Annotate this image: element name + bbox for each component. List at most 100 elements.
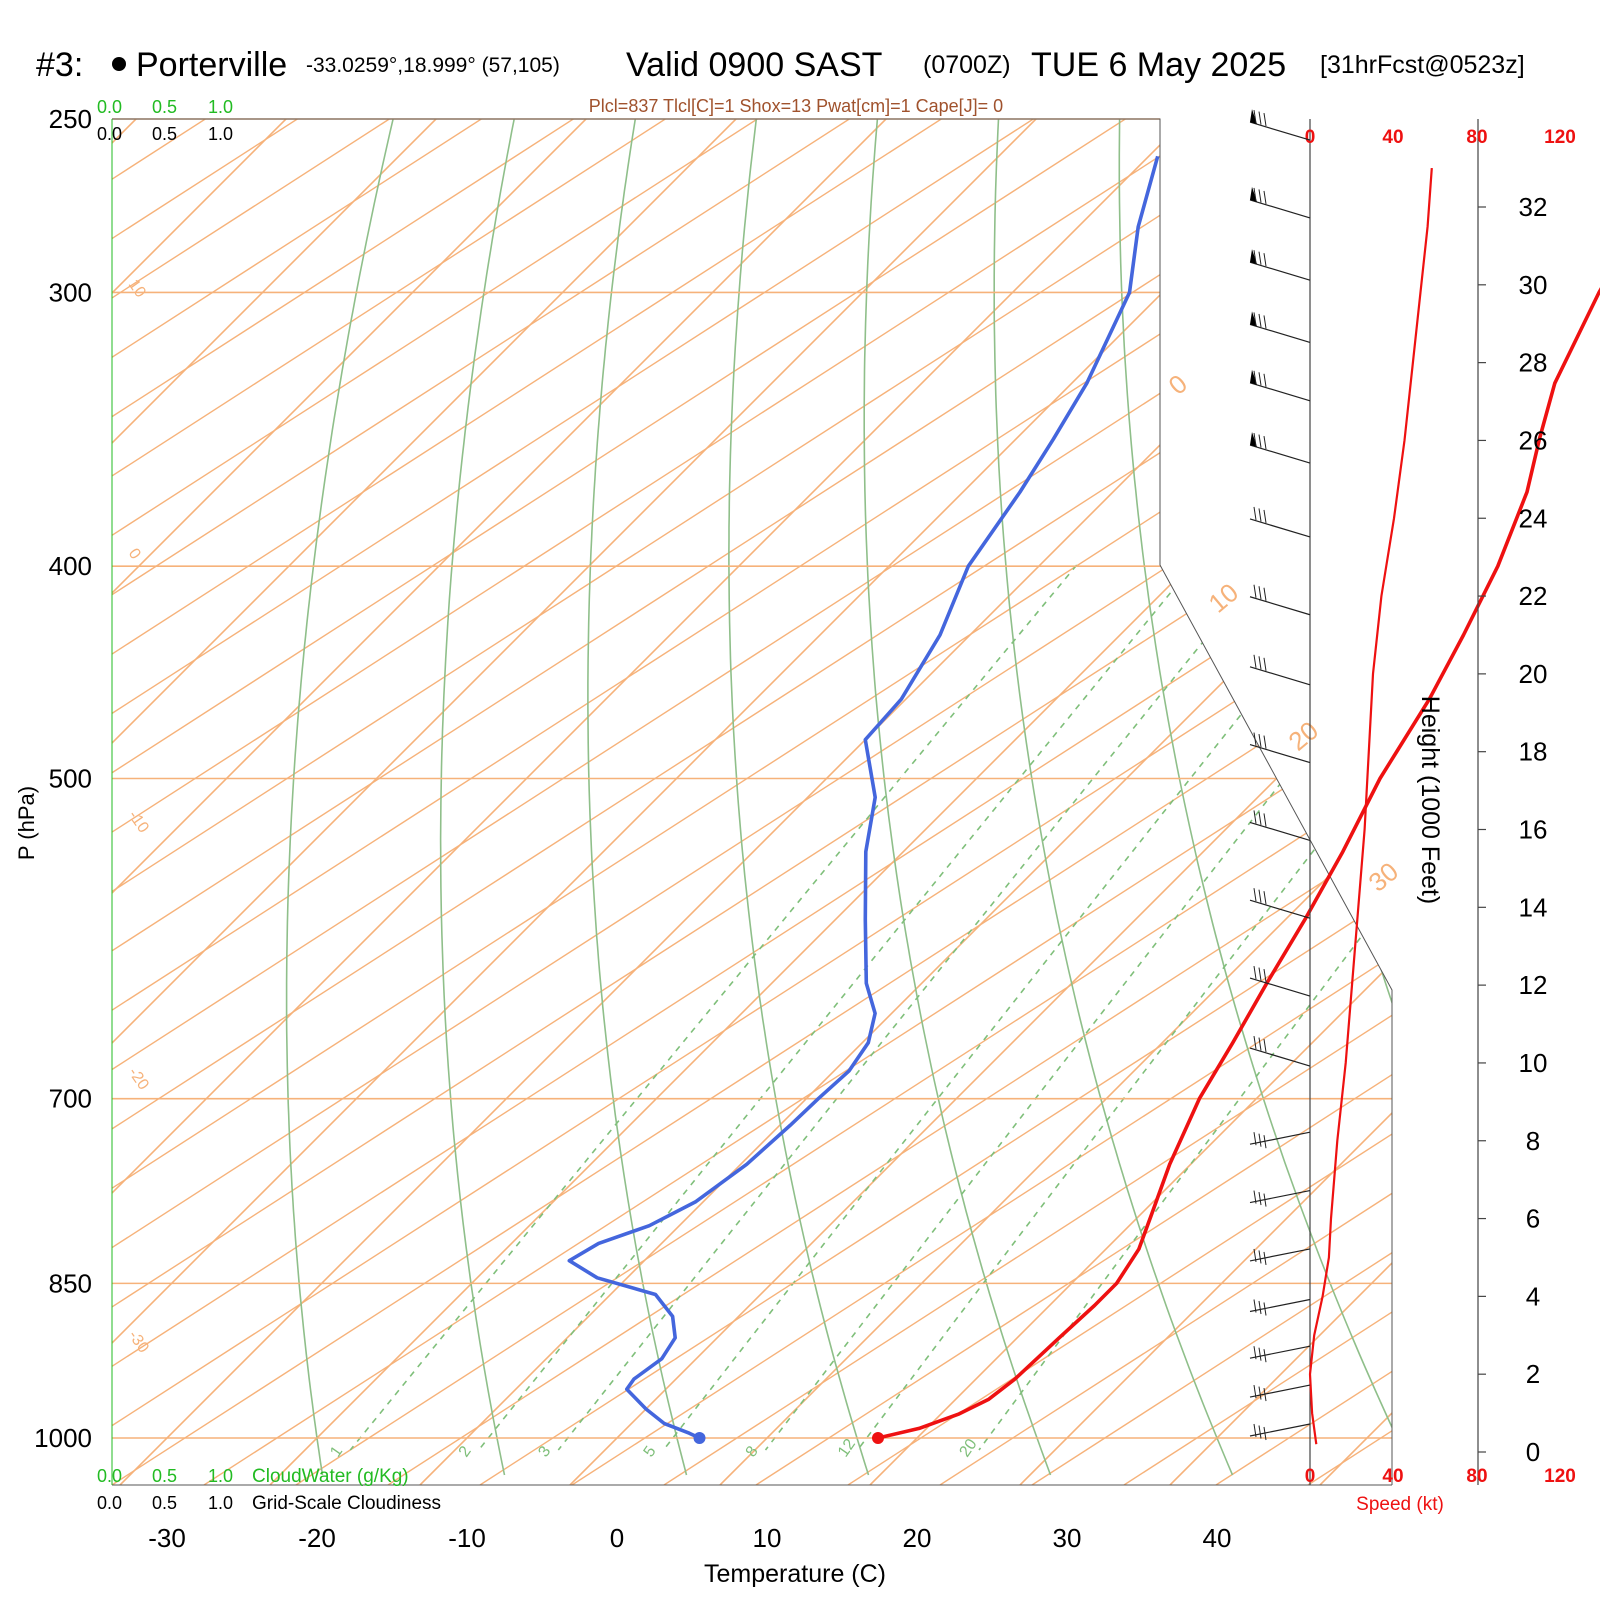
isentrope-line bbox=[112, 119, 1392, 1485]
wind-barb-feather bbox=[1263, 253, 1267, 267]
wind-barb-icon bbox=[1249, 888, 1311, 919]
wind-barb-icon bbox=[1249, 186, 1311, 219]
wind-barb-icon bbox=[1249, 249, 1311, 281]
wind-barb-feather bbox=[1253, 370, 1257, 384]
wind-barb-feather bbox=[1258, 656, 1262, 670]
wind-barb-feather bbox=[1253, 810, 1257, 824]
speed-tick-label: 120 bbox=[1544, 1466, 1576, 1487]
cloudiness-tick: 1.0 bbox=[208, 124, 233, 144]
surface-temperature-point bbox=[872, 1432, 884, 1444]
wind-barb-feather bbox=[1258, 889, 1262, 903]
cloudwater-top-ticks: 0.0 0.5 1.0 0.0 0.5 1.0 bbox=[97, 97, 233, 144]
temperature-tick-label: -10 bbox=[448, 1523, 486, 1553]
station-coords: -33.0259°,18.999° (57,105) bbox=[306, 54, 560, 77]
isotherm-line bbox=[1169, 119, 1392, 1485]
wind-barb-staff bbox=[1249, 596, 1311, 616]
isentrope-line bbox=[112, 119, 1392, 1485]
speed-tick-label: 80 bbox=[1466, 127, 1487, 148]
mixing-ratio-label: 1 bbox=[327, 1443, 346, 1460]
height-tick-label: 6 bbox=[1526, 1204, 1540, 1234]
mixing-ratio-line bbox=[557, 564, 1266, 1451]
wind-barb-icon bbox=[1249, 1131, 1311, 1149]
wind-barb-feather bbox=[1263, 315, 1267, 329]
cloudiness-tick: 0.0 bbox=[97, 1493, 122, 1513]
wind-barb-feather bbox=[1258, 313, 1262, 327]
cloudiness-tick: 0.5 bbox=[152, 1493, 177, 1513]
dry-adiabat-line bbox=[1118, 119, 1392, 1476]
cloudwater-tick: 0.0 bbox=[97, 1466, 122, 1486]
wind-barb-feather bbox=[1253, 1248, 1257, 1262]
wind-barb-feather bbox=[1258, 1191, 1262, 1206]
temperature-tick-label: 40 bbox=[1203, 1523, 1232, 1553]
wind-barb-icon bbox=[1249, 1189, 1311, 1207]
wind-barb-feather bbox=[1263, 509, 1267, 524]
wind-barb-feather bbox=[1263, 657, 1267, 671]
isentrope-line bbox=[571, 119, 1392, 1485]
pressure-tick-label: 250 bbox=[49, 104, 92, 134]
wind-barb-staff bbox=[1249, 977, 1311, 997]
isotherm-label: -10 bbox=[125, 808, 152, 837]
isotherm-line bbox=[112, 119, 437, 1485]
isotherm-line bbox=[112, 119, 1187, 1485]
wind-barb-staff bbox=[1249, 382, 1311, 402]
dry-adiabat-line bbox=[728, 119, 870, 1476]
wind-barb-feather bbox=[1253, 1299, 1257, 1313]
isotherm-line bbox=[1019, 119, 1392, 1485]
wind-panel: 0246810121416182022242628303200404080801… bbox=[1249, 109, 1576, 1487]
isentrope-line bbox=[112, 119, 942, 1485]
surface-dewpoint-point bbox=[693, 1432, 706, 1444]
isentrope-line bbox=[112, 119, 1392, 1485]
isotherm-line bbox=[1319, 119, 1392, 1485]
speed-tick-label: 40 bbox=[1382, 127, 1403, 148]
wind-barb-icon bbox=[1249, 109, 1311, 141]
isotherm-line bbox=[112, 119, 1337, 1485]
wind-barb-feather bbox=[1253, 110, 1257, 124]
wind-barb-feather bbox=[1253, 732, 1257, 746]
wind-barb-feather bbox=[1263, 1251, 1267, 1265]
isotherm-line bbox=[112, 119, 1037, 1485]
valid-zulu: (0700Z) bbox=[923, 51, 1011, 79]
isentrope-line bbox=[1584, 119, 1600, 1485]
wind-barb-feather bbox=[1263, 1135, 1267, 1149]
wind-barb-icon bbox=[1249, 965, 1311, 997]
cloudiness-tick: 1.0 bbox=[208, 1493, 233, 1513]
wind-barb-feather bbox=[1258, 111, 1262, 125]
wind-barb-feather bbox=[1258, 434, 1262, 448]
wind-barb-feather bbox=[1258, 1250, 1262, 1264]
temperature-tick-label: 0 bbox=[610, 1523, 624, 1553]
pressure-tick-label: 1000 bbox=[34, 1423, 92, 1453]
isentrope-line bbox=[112, 119, 1034, 1485]
wind-barb-feather bbox=[1258, 251, 1262, 265]
isotherm-label: 0 bbox=[125, 546, 144, 563]
isentrope-line bbox=[755, 119, 1392, 1485]
dry-adiabat-line bbox=[1361, 119, 1392, 1476]
speed-tick-label: 120 bbox=[1544, 127, 1576, 148]
dewpoint-line bbox=[567, 155, 1160, 1440]
isotherm-line bbox=[112, 119, 737, 1485]
wind-barb-icon bbox=[1249, 1345, 1311, 1363]
wind-barb-icon bbox=[1249, 1298, 1311, 1316]
isotherm-label-right: 10 bbox=[1203, 577, 1244, 619]
speed-tick-label: 80 bbox=[1466, 1466, 1487, 1487]
isentrope-line bbox=[112, 119, 758, 1485]
isotherm-label: 10 bbox=[125, 277, 149, 301]
wind-barb-feather bbox=[1258, 1300, 1262, 1315]
wind-barb-feather bbox=[1263, 968, 1267, 983]
wind-barb-icon bbox=[1249, 506, 1311, 538]
station-id: #3: bbox=[36, 46, 83, 84]
isotherm-line bbox=[719, 119, 1392, 1485]
speed-tick-label: 0 bbox=[1305, 1466, 1316, 1487]
pressure-tick-label: 700 bbox=[49, 1084, 92, 1114]
pressure-tick-label: 500 bbox=[49, 764, 92, 794]
temperature-tick-label: -30 bbox=[148, 1523, 186, 1553]
height-tick-label: 8 bbox=[1526, 1126, 1540, 1156]
wind-barb-feather bbox=[1253, 1132, 1257, 1146]
isentrope-line bbox=[112, 119, 1392, 1485]
wind-barb-feather bbox=[1258, 734, 1262, 748]
wind-barb-feather bbox=[1253, 250, 1257, 264]
wind-barb-feather bbox=[1253, 1035, 1257, 1050]
wind-barb-feather bbox=[1263, 190, 1267, 204]
wind-barb-feather bbox=[1258, 586, 1262, 600]
